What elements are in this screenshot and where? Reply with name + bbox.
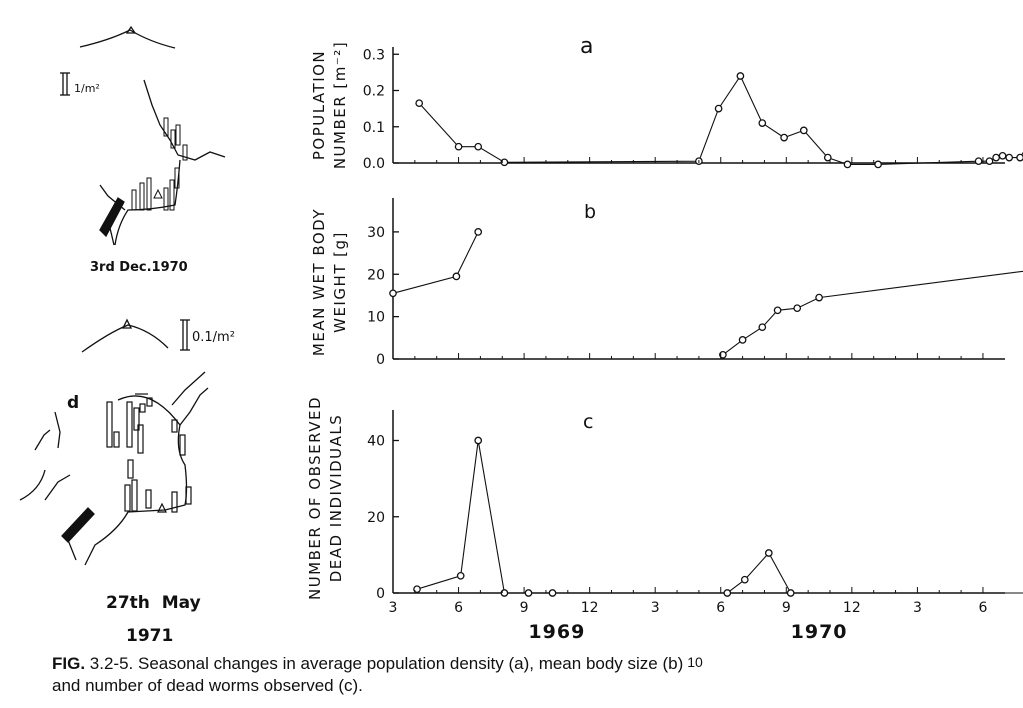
y-tick-label: 0.0: [363, 156, 385, 172]
caption-fig-label: FIG.: [52, 654, 86, 673]
y-tick-label: 40: [367, 434, 385, 450]
panel-c-letter: c: [583, 411, 593, 433]
data-point: [524, 589, 533, 597]
panel-a-ylabel-2: NUMBER [m⁻²]: [331, 41, 349, 169]
series-line: [418, 74, 1023, 165]
data-point: [723, 589, 732, 597]
y-tick-label: 10: [367, 310, 385, 326]
panel-c-ylabel-2: DEAD INDIVIDUALS: [327, 414, 345, 583]
y-tick-label: 30: [367, 225, 385, 241]
data-point: [454, 142, 463, 151]
map-bottom: [19, 318, 209, 566]
x-tick-label: 12: [581, 600, 599, 616]
map-top: [60, 25, 226, 246]
x-tick-label: 9: [520, 600, 529, 616]
panel-c-ylabel-1: NUMBER OF OBSERVED: [306, 396, 324, 600]
data-point: [786, 589, 795, 597]
data-point: [758, 119, 767, 127]
x-tick-label: 6: [454, 600, 463, 616]
data-point: [413, 585, 421, 594]
data-point: [714, 104, 723, 113]
data-point: [764, 549, 773, 557]
data-point: [389, 289, 397, 298]
year-label: 1970: [791, 621, 848, 643]
data-point: [500, 589, 509, 597]
year-label: 1969: [528, 621, 585, 643]
data-point: [452, 272, 461, 281]
y-tick-label: 0: [376, 586, 385, 602]
data-point: [793, 304, 802, 313]
y-tick-label: 0.2: [363, 84, 385, 100]
series-line: [416, 440, 1023, 594]
data-point: [719, 350, 727, 359]
panel-a: a POPULATION NUMBER [m⁻²] 0.0 0.1 0.2 0.3: [310, 34, 1023, 172]
map-top-bars: [131, 117, 188, 211]
x-tick-label: 6: [978, 600, 987, 616]
data-point: [474, 228, 483, 236]
data-point: [823, 153, 832, 162]
x-tick-label: 6: [716, 600, 725, 616]
data-point: [548, 589, 557, 597]
data-point: [740, 575, 749, 584]
x-tick-label: 3: [389, 600, 398, 616]
y-tick-label: 0.1: [363, 120, 385, 136]
caption-line-2: and number of dead worms observed (c).: [52, 676, 363, 695]
data-point: [474, 142, 483, 151]
data-point: [474, 436, 483, 445]
data-point: [780, 133, 788, 142]
panel-b-letter: b: [584, 201, 596, 223]
data-point: [874, 160, 882, 169]
data-point: [974, 157, 983, 166]
data-point: [985, 157, 994, 166]
map-bottom-panel-label: d: [67, 393, 79, 413]
map-bottom-scale-label: 0.1/m²: [192, 330, 235, 345]
y-tick-label: 0: [376, 352, 385, 368]
data-point: [998, 151, 1007, 160]
data-point: [773, 306, 782, 315]
data-point: [843, 160, 852, 169]
panel-a-ylabel-1: POPULATION: [310, 50, 328, 160]
data-point: [758, 323, 767, 332]
y-tick-label: 20: [367, 510, 385, 526]
map-top-date: 3rd Dec.1970: [90, 260, 188, 275]
data-point: [1005, 153, 1014, 162]
data-point: [456, 571, 465, 580]
series-line: [392, 231, 479, 294]
series-line: [722, 270, 1023, 356]
x-tick-label: 9: [782, 600, 791, 616]
panel-b-ylabel-2: WEIGHT [g]: [331, 231, 349, 333]
data-point: [1016, 153, 1023, 162]
panel-b: b MEAN WET BODY WEIGHT [g] 0 10 20 30: [310, 198, 1023, 368]
map-bottom-date-line1: 27th May: [106, 593, 201, 613]
data-point: [992, 153, 1000, 162]
caption-text: 3.2-5. Seasonal changes in average popul…: [85, 654, 684, 673]
data-point: [738, 336, 747, 344]
map-bottom-bars: [106, 393, 192, 513]
data-point: [500, 158, 509, 167]
map-top-scale-label: 1/m²: [74, 82, 100, 95]
data-point: [736, 72, 745, 80]
x-tick-label: 12: [843, 600, 861, 616]
panel-c: c NUMBER OF OBSERVED DEAD INDIVIDUALS 0 2…: [306, 396, 1023, 643]
caption-page-number: 10: [687, 654, 703, 670]
panel-b-ylabel-1: MEAN WET BODY: [310, 208, 328, 356]
data-point: [815, 293, 823, 302]
map-bottom-date-line2: 1971: [126, 626, 173, 646]
figure-caption: FIG. 3.2-5. Seasonal changes in average …: [52, 651, 992, 697]
data-point: [415, 99, 424, 108]
data-point: [799, 126, 808, 135]
y-tick-label: 20: [367, 267, 385, 283]
x-tick-label: 3: [913, 600, 922, 616]
panel-a-letter: a: [580, 34, 593, 59]
x-tick-label: 3: [651, 600, 660, 616]
y-tick-label: 0.3: [363, 47, 385, 63]
